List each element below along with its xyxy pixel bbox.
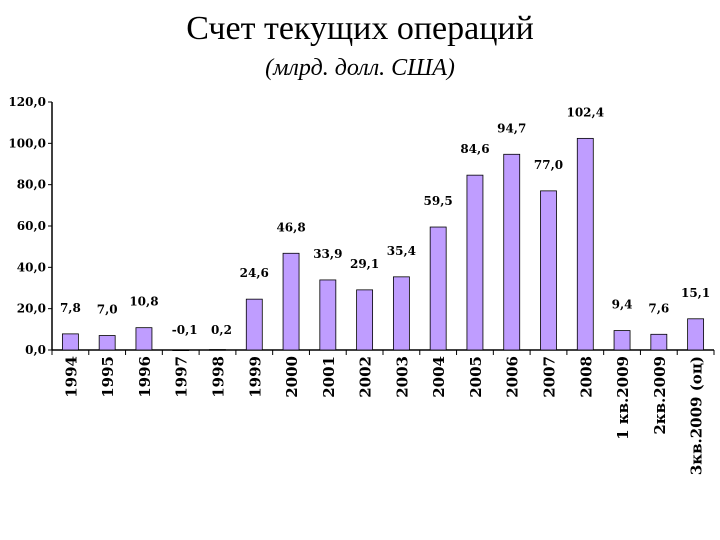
x-category-label: 2004: [430, 356, 448, 398]
bar: [135, 327, 153, 351]
data-label: 9,4: [612, 298, 633, 312]
x-category-label: 1996: [136, 356, 154, 398]
y-tick-label: 20,0: [17, 302, 46, 316]
bar: [650, 333, 668, 351]
chart-subtitle: (млрд. долл. США): [265, 55, 455, 81]
bar: [540, 190, 557, 351]
x-category-label: 1994: [62, 356, 80, 398]
x-category-label: 1 кв.2009: [614, 356, 632, 440]
bar: [61, 333, 79, 351]
x-category-label: 2007: [541, 356, 559, 398]
x-category-label: 1997: [173, 356, 191, 398]
data-label: 94,7: [497, 121, 526, 135]
x-category-label: 2000: [283, 356, 301, 398]
data-label: 59,5: [424, 194, 453, 208]
x-category-label: 3кв.2009 (оц): [688, 356, 706, 475]
x-category-label: 1998: [210, 356, 228, 398]
bar: [209, 349, 226, 351]
bar: [613, 330, 631, 351]
bar: [282, 252, 300, 351]
y-tick-label: 0,0: [25, 343, 46, 357]
data-label: 15,1: [681, 286, 710, 300]
x-category-label: 2кв.2009: [651, 356, 669, 435]
bar: [576, 137, 594, 351]
x-category-label: 2003: [393, 356, 411, 398]
data-label: 46,8: [276, 220, 305, 234]
y-tick-label: 80,0: [17, 178, 46, 192]
data-label: 0,2: [211, 323, 232, 337]
data-label: 7,0: [97, 303, 118, 317]
bar: [687, 318, 705, 351]
data-label: 7,8: [60, 301, 81, 315]
data-label: 35,4: [387, 244, 416, 258]
y-tick-label: 120,0: [8, 95, 46, 109]
y-tick-label: 100,0: [8, 136, 46, 150]
data-label: 84,6: [460, 142, 489, 156]
bar: [356, 289, 374, 351]
x-category-label: 1999: [246, 356, 264, 398]
x-category-label: 2001: [320, 356, 338, 398]
bar: [392, 276, 410, 351]
x-category-label: 2008: [577, 356, 595, 398]
data-label: 24,6: [240, 266, 269, 280]
x-category-label: 2006: [504, 356, 522, 398]
data-label: 33,9: [313, 247, 342, 261]
data-label: 29,1: [350, 257, 379, 271]
bar: [429, 226, 447, 351]
data-label: 77,0: [534, 158, 563, 172]
chart-title: Счет текущих операций: [186, 10, 534, 47]
x-category-label: 2002: [357, 356, 375, 398]
bar: [466, 174, 484, 351]
y-tick-label: 40,0: [17, 260, 46, 274]
data-label: 102,4: [566, 105, 604, 119]
data-label: -0,1: [172, 323, 198, 337]
y-tick-label: 60,0: [17, 219, 46, 233]
data-label: 7,6: [648, 301, 669, 315]
bar: [503, 153, 521, 351]
data-label: 10,8: [129, 295, 158, 309]
bar: [172, 349, 190, 352]
bar: [319, 279, 337, 351]
x-category-label: 2005: [467, 356, 485, 398]
bar: [98, 335, 116, 351]
bar: [245, 298, 263, 351]
x-category-label: 1995: [99, 356, 117, 398]
